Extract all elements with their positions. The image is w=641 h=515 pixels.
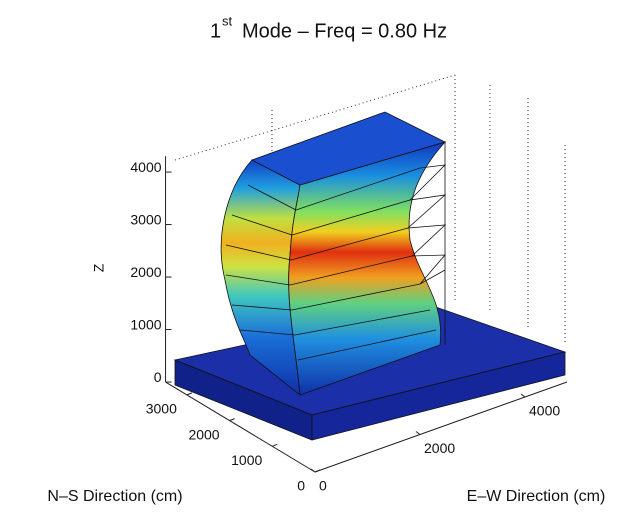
x-axis xyxy=(165,381,316,473)
y-tick xyxy=(520,393,526,398)
y-axis-label: E–W Direction (cm) xyxy=(467,488,606,505)
z-tick-label: 4000 xyxy=(130,159,161,175)
z-axis-label: Z xyxy=(91,263,107,272)
y-tick xyxy=(310,468,316,473)
x-tick-label: 1000 xyxy=(231,452,262,468)
title-superscript: st xyxy=(222,13,233,28)
y-tick xyxy=(415,431,421,435)
title: 1 st Mode – Freq = 0.80 Hz xyxy=(210,13,447,42)
z-tick-label: 3000 xyxy=(130,211,161,227)
title-start: 1 xyxy=(210,20,221,42)
front-face xyxy=(288,141,447,396)
building xyxy=(220,111,447,396)
x-tick-label: 3000 xyxy=(146,401,177,417)
title-end: Mode – Freq = 0.80 Hz xyxy=(242,20,447,42)
x-tick-label: 0 xyxy=(297,478,305,494)
z-tick-label: 0 xyxy=(154,369,162,385)
y-tick-label: 2000 xyxy=(424,440,455,456)
z-tick-label: 1000 xyxy=(130,316,161,332)
x-axis-label: N–S Direction (cm) xyxy=(47,488,182,505)
z-tick-label: 2000 xyxy=(130,264,161,280)
x-tick xyxy=(314,469,321,473)
x-tick xyxy=(272,443,278,447)
slab-front xyxy=(311,351,566,441)
y-tick-label: 0 xyxy=(319,478,327,494)
x-tick-label: 2000 xyxy=(188,426,219,442)
back-grid xyxy=(174,74,566,345)
floor-lines xyxy=(225,142,447,361)
x-tick xyxy=(186,392,193,396)
grid-line xyxy=(174,74,456,161)
x-tick xyxy=(229,418,235,422)
y-tick-label: 4000 xyxy=(529,403,560,419)
